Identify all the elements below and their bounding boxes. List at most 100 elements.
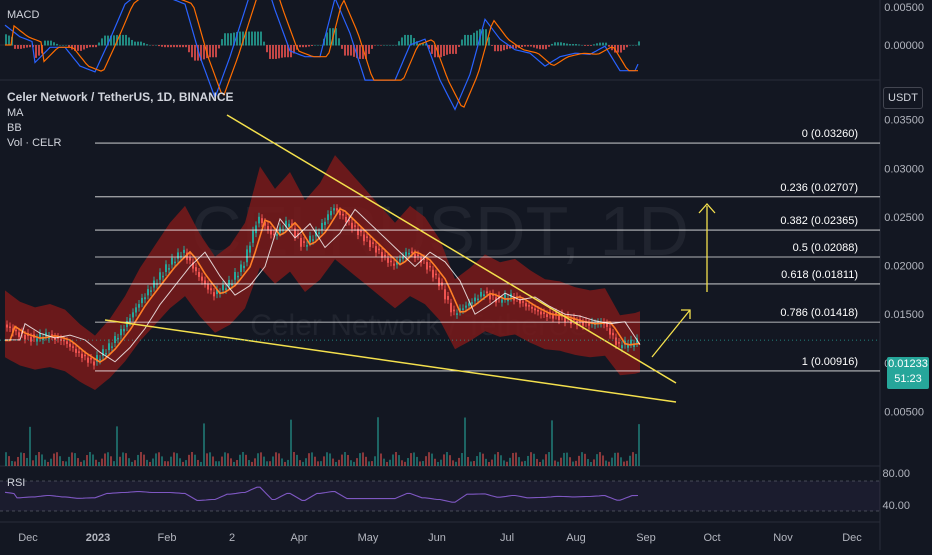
candle-body-53 bbox=[165, 264, 167, 273]
macd-hist-bar-78 bbox=[239, 31, 241, 46]
volume-bar-131 bbox=[398, 455, 400, 466]
price-axis-label-3: 0.02000 bbox=[884, 261, 924, 273]
candle-body-134 bbox=[408, 252, 410, 255]
candle-body-175 bbox=[531, 306, 533, 309]
volume-bar-144 bbox=[437, 461, 439, 466]
volume-bar-130 bbox=[395, 452, 397, 466]
volume-bar-91 bbox=[278, 453, 280, 466]
candle-body-180 bbox=[546, 314, 548, 317]
volume-bar-100 bbox=[305, 458, 307, 466]
projection-arrow-1-head bbox=[681, 309, 691, 319]
volume-bar-73 bbox=[224, 452, 226, 466]
macd-hist-bar-96 bbox=[293, 45, 295, 54]
volume-bar-194 bbox=[587, 459, 589, 466]
macd-hist-bar-45 bbox=[140, 41, 142, 46]
candle-body-139 bbox=[423, 258, 425, 260]
rsi-label[interactable]: RSI bbox=[7, 477, 26, 489]
macd-hist-bar-66 bbox=[203, 45, 205, 60]
macd-hist-bar-85 bbox=[260, 31, 262, 46]
macd-hist-bar-147 bbox=[446, 45, 448, 55]
volume-bar-69 bbox=[212, 456, 214, 466]
fib-label-2: 0.382 (0.02365) bbox=[780, 215, 858, 227]
macd-hist-bar-99 bbox=[302, 45, 304, 48]
macd-hist-bar-39 bbox=[122, 34, 124, 46]
volume-bar-123 bbox=[374, 456, 376, 466]
volume-bar-66 bbox=[203, 423, 205, 466]
macd-hist-bar-149 bbox=[452, 45, 454, 54]
candle-body-25 bbox=[81, 353, 83, 359]
candle-body-20 bbox=[66, 341, 68, 344]
volume-bar-32 bbox=[101, 458, 103, 466]
macd-hist-bar-54 bbox=[167, 45, 169, 48]
fib-label-6: 1 (0.00916) bbox=[802, 356, 858, 368]
volume-bar-140 bbox=[425, 456, 427, 466]
volume-bar-48 bbox=[149, 461, 151, 466]
candle-body-101 bbox=[309, 235, 311, 243]
volume-bar-151 bbox=[458, 457, 460, 466]
macd-hist-bar-87 bbox=[266, 45, 268, 53]
macd-hist-bar-132 bbox=[401, 37, 403, 46]
macd-hist-bar-189 bbox=[572, 43, 574, 46]
indicator-vol[interactable]: Vol · CELR bbox=[7, 137, 62, 149]
candle-body-138 bbox=[420, 257, 422, 263]
candle-body-26 bbox=[84, 354, 86, 357]
volume-bar-93 bbox=[284, 461, 286, 466]
candle-body-105 bbox=[321, 222, 323, 230]
candle-body-35 bbox=[111, 346, 113, 348]
volume-bar-152 bbox=[461, 453, 463, 466]
candle-body-68 bbox=[210, 288, 212, 291]
volume-bar-134 bbox=[407, 458, 409, 466]
volume-bar-141 bbox=[428, 452, 430, 466]
volume-bar-175 bbox=[530, 452, 532, 466]
volume-bar-38 bbox=[119, 456, 121, 466]
candle-body-141 bbox=[429, 265, 431, 268]
candle-body-55 bbox=[171, 257, 173, 265]
currency-button[interactable]: USDT bbox=[883, 87, 923, 109]
macd-hist-bar-187 bbox=[566, 43, 568, 46]
time-axis-label-12: Dec bbox=[842, 532, 862, 544]
volume-bar-17 bbox=[56, 452, 58, 466]
candle-body-79 bbox=[243, 265, 245, 269]
candle-body-207 bbox=[627, 344, 629, 348]
volume-bar-159 bbox=[482, 453, 484, 466]
volume-bar-33 bbox=[104, 453, 106, 466]
macd-hist-bar-30 bbox=[95, 45, 97, 48]
volume-bar-203 bbox=[614, 452, 616, 466]
indicator-bb[interactable]: BB bbox=[7, 122, 22, 134]
candle-body-15 bbox=[51, 334, 53, 336]
volume-bar-143 bbox=[434, 458, 436, 466]
candle-body-40 bbox=[126, 320, 128, 328]
macd-hist-bar-113 bbox=[344, 45, 346, 56]
candle-body-112 bbox=[342, 214, 344, 216]
macd-hist-bar-110 bbox=[335, 28, 337, 46]
indicator-ma[interactable]: MA bbox=[7, 107, 24, 119]
volume-bar-77 bbox=[236, 460, 238, 466]
macd-hist-bar-3 bbox=[14, 45, 16, 49]
macd-hist-bar-4 bbox=[17, 45, 19, 49]
volume-bar-9 bbox=[32, 460, 34, 466]
macd-hist-bar-172 bbox=[521, 45, 523, 48]
volume-bar-45 bbox=[140, 452, 142, 466]
macd-hist-bar-42 bbox=[131, 39, 133, 46]
volume-bar-90 bbox=[275, 452, 277, 466]
macd-hist-bar-176 bbox=[533, 45, 535, 48]
volume-bar-157 bbox=[476, 456, 478, 466]
macd-hist-bar-26 bbox=[83, 45, 85, 50]
candle-body-87 bbox=[267, 226, 269, 230]
candle-body-158 bbox=[480, 291, 482, 297]
volume-bar-21 bbox=[68, 456, 70, 466]
macd-hist-bar-18 bbox=[59, 45, 61, 46]
candle-body-41 bbox=[129, 318, 131, 323]
candle-body-184 bbox=[558, 315, 560, 321]
volume-bar-44 bbox=[137, 454, 139, 466]
macd-label[interactable]: MACD bbox=[7, 9, 40, 21]
macd-hist-bar-108 bbox=[329, 28, 331, 46]
macd-hist-bar-25 bbox=[80, 45, 82, 51]
volume-bar-92 bbox=[281, 458, 283, 466]
volume-bar-110 bbox=[335, 461, 337, 466]
time-axis-label-4: Apr bbox=[290, 532, 307, 544]
last-price-box: 0.01233 51:23 bbox=[887, 357, 929, 389]
macd-hist-bar-115 bbox=[350, 45, 352, 56]
macd-hist-bar-59 bbox=[182, 45, 184, 48]
